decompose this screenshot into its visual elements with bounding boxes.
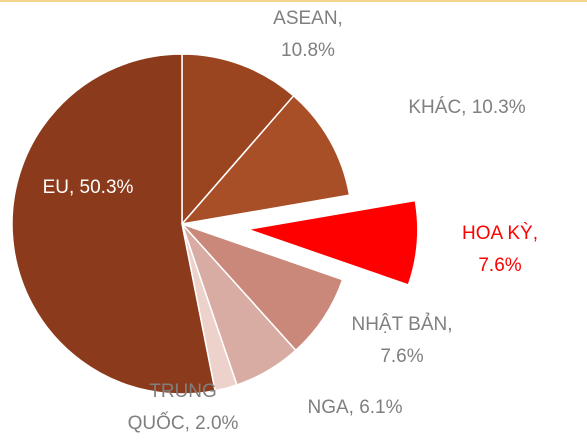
data-label: TRUNG QUỐC, 2.0% xyxy=(127,381,239,434)
data-label: ASEAN, 10.8% xyxy=(273,8,343,61)
pie-slice xyxy=(247,199,419,286)
pie-slice xyxy=(180,94,351,226)
data-label: NGA, 6.1% xyxy=(307,397,403,418)
data-label: EU, 50.3% xyxy=(42,177,134,198)
data-label: HOA KỲ, 7.6% xyxy=(461,223,539,276)
pie-slice xyxy=(11,53,216,395)
data-label: NHẬT BẢN, 7.6% xyxy=(351,314,453,367)
pie-slice xyxy=(181,53,295,227)
data-label: KHÁC, 10.3% xyxy=(408,97,526,118)
